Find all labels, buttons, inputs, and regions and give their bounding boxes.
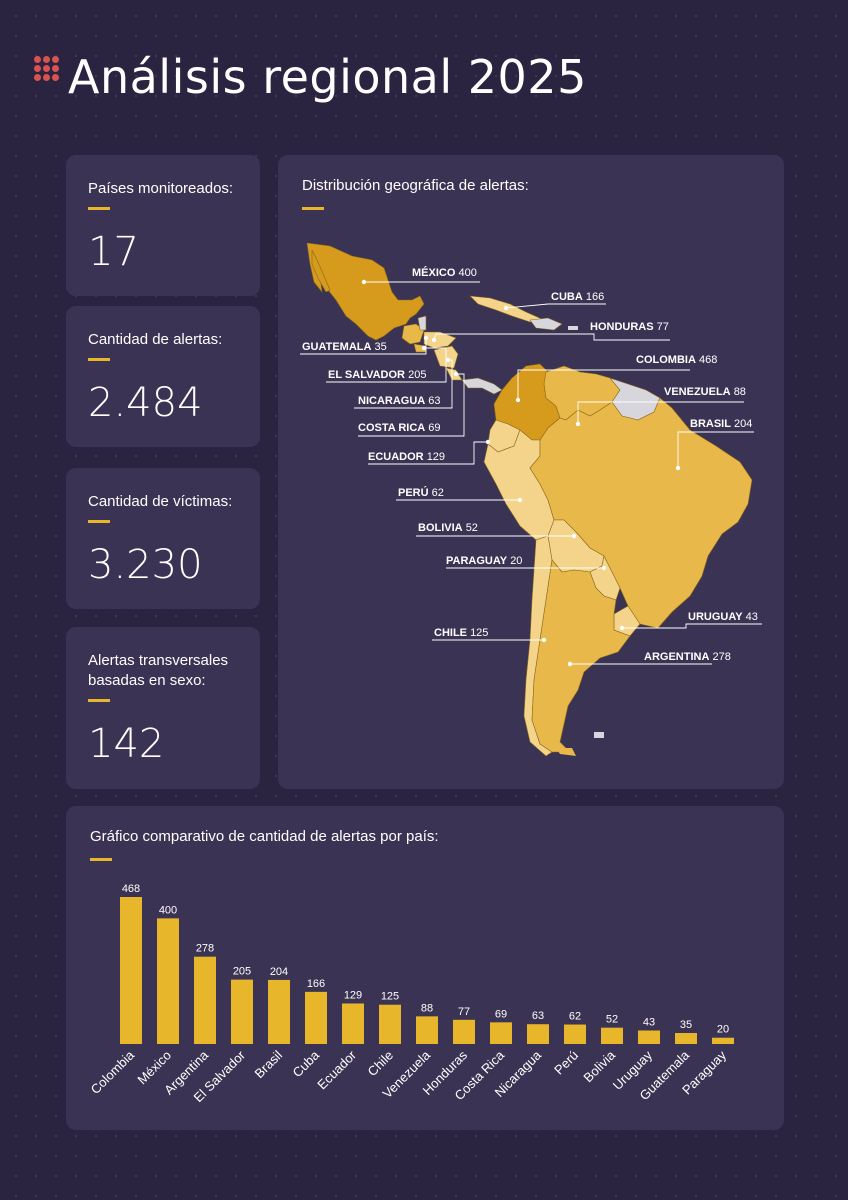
country-belize <box>417 315 427 331</box>
bar-nicaragua <box>527 1024 549 1044</box>
accent-line <box>88 699 110 702</box>
bar-value-label: 400 <box>159 904 177 916</box>
map-label-bolivia: BOLIVIA 52 <box>418 522 478 534</box>
stat-label: Cantidad de alertas: <box>88 331 223 348</box>
bar-value-label: 468 <box>122 883 140 895</box>
chart-title: Gráfico comparativo de cantidad de alert… <box>90 828 439 845</box>
accent-line <box>302 207 324 210</box>
map-label-colombia: COLOMBIA 468 <box>636 354 717 366</box>
country-hispaniola <box>529 317 563 331</box>
bar-value-label: 125 <box>381 991 399 1003</box>
stat-card-gender-alerts: Alertas transversales basadas en sexo: 1… <box>66 627 260 789</box>
bar-chile <box>379 1004 401 1044</box>
country-guatemala <box>401 323 425 345</box>
map-label-uruguay: URUGUAY 43 <box>688 611 758 623</box>
bar-méxico <box>157 918 179 1044</box>
bar-venezuela <box>416 1016 438 1044</box>
map-label-argentina: ARGENTINA 278 <box>644 651 731 663</box>
category-label: Cuba <box>290 1047 323 1080</box>
bar-value-label: 205 <box>233 966 251 978</box>
map-leader-dots <box>361 279 681 667</box>
bar-value-label: 43 <box>643 1016 655 1028</box>
map-label-brasil: BRASIL 204 <box>690 418 752 430</box>
bar-value-label: 69 <box>495 1008 507 1020</box>
bar-value-label: 77 <box>458 1006 470 1018</box>
bar-cuba <box>305 991 327 1044</box>
bar-guatemala <box>675 1033 697 1044</box>
bar-value-label: 62 <box>569 1011 581 1023</box>
map-label-mexico: MÉXICO 400 <box>412 266 477 279</box>
bar-value-label: 129 <box>344 989 362 1001</box>
accent-line <box>88 520 110 523</box>
latin-america-map: MÉXICO 400 CUBA 166 HONDURAS 77 GUATEMAL… <box>300 242 762 757</box>
category-label: Colombia <box>88 1047 138 1097</box>
country-argentina <box>531 559 631 753</box>
bar-uruguay <box>638 1030 660 1044</box>
bar-costa-rica <box>490 1022 512 1044</box>
bar-value-label: 166 <box>307 978 325 990</box>
accent-line <box>88 207 110 210</box>
country-panama <box>461 377 503 395</box>
bar-value-label: 63 <box>532 1010 544 1022</box>
bar-bolivia <box>601 1027 623 1044</box>
map-title: Distribución geográfica de alertas: <box>302 177 529 194</box>
stat-value: 142 <box>88 721 165 767</box>
country-honduras <box>423 331 457 349</box>
country-falklands <box>594 732 604 738</box>
accent-line <box>88 358 110 361</box>
bar-value-label: 278 <box>196 943 214 955</box>
bar-colombia <box>120 897 142 1044</box>
map-label-paraguay: PARAGUAY 20 <box>446 555 522 567</box>
bar-value-label: 52 <box>606 1014 618 1026</box>
category-label: Ecuador <box>314 1047 359 1092</box>
bar-brasil <box>268 979 290 1044</box>
stat-label: Países monitoreados: <box>88 180 234 197</box>
map-label-guatemala: GUATEMALA 35 <box>302 341 387 353</box>
stat-value: 17 <box>88 229 139 275</box>
stat-card-victims: Cantidad de víctimas: 3.230 <box>66 468 260 609</box>
country-mexico-baja <box>311 249 331 293</box>
bar-value-label: 35 <box>680 1019 692 1031</box>
stat-value: 3.230 <box>88 542 203 588</box>
bar-el-salvador <box>231 979 253 1044</box>
map-label-el-salvador: EL SALVADOR 205 <box>328 369 426 381</box>
map-label-honduras: HONDURAS 77 <box>590 321 669 333</box>
stat-label: Alertas transversales basadas en sexo: <box>88 652 229 689</box>
bar-value-label: 88 <box>421 1002 433 1014</box>
bar-value-label: 20 <box>717 1024 729 1036</box>
map-label-nicaragua: NICARAGUA 63 <box>358 395 441 407</box>
country-brazil <box>529 397 753 629</box>
map-label-cuba: CUBA 166 <box>551 291 604 303</box>
page-title: Análisis regional 2025 <box>68 50 587 104</box>
category-label: Brasil <box>252 1047 286 1081</box>
map-label-peru: PERÚ 62 <box>398 486 444 499</box>
bar-chart-card: Gráfico comparativo de cantidad de alert… <box>66 806 784 1130</box>
bar-perú <box>564 1024 586 1044</box>
category-label: Perú <box>551 1048 581 1078</box>
bar-value-label: 204 <box>270 966 288 978</box>
stat-value: 2.484 <box>88 380 203 426</box>
bar-ecuador <box>342 1003 364 1044</box>
map-label-ecuador: ECUADOR 129 <box>368 451 445 463</box>
stat-card-countries: Países monitoreados: 17 <box>66 155 260 296</box>
accent-line <box>90 858 112 861</box>
country-puerto-rico <box>568 326 578 330</box>
bar-honduras <box>453 1019 475 1044</box>
map-label-costa-rica: COSTA RICA 69 <box>358 422 441 434</box>
stat-label: Cantidad de víctimas: <box>88 493 233 510</box>
country-argentina-islands <box>556 748 576 756</box>
brand-logo-icon <box>34 56 60 82</box>
bar-paraguay <box>712 1037 734 1044</box>
bar-argentina <box>194 956 216 1044</box>
stat-card-alerts: Cantidad de alertas: 2.484 <box>66 306 260 447</box>
map-label-chile: CHILE 125 <box>434 627 488 639</box>
map-label-venezuela: VENEZUELA 88 <box>664 386 746 398</box>
category-label: Chile <box>365 1048 397 1080</box>
